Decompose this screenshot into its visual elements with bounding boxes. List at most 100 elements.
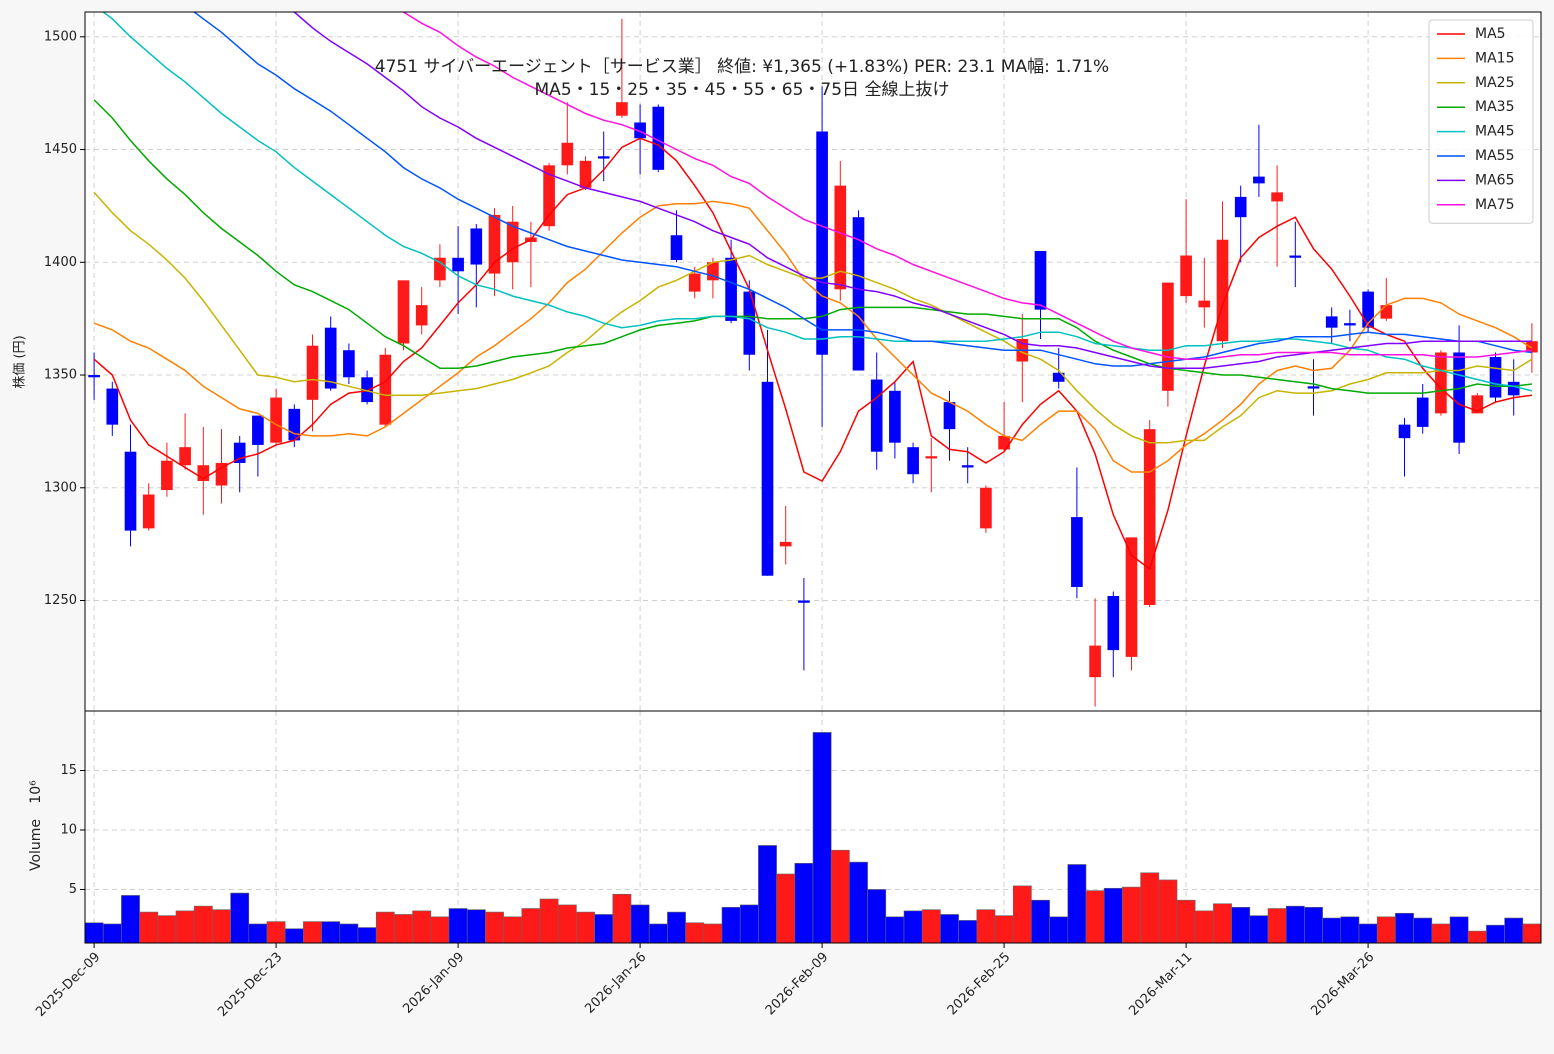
volume-bar — [576, 911, 595, 943]
volume-bar — [958, 920, 978, 943]
x-tick-label: 2025-Dec-09 — [33, 950, 103, 1020]
legend-label: MA65 — [1475, 172, 1514, 188]
volume-bar — [776, 873, 796, 943]
volume-bar — [1304, 907, 1323, 943]
volume-bar — [1085, 890, 1105, 943]
chart-subtitle: MA5・15・25・35・45・55・65・75日 全線上抜け — [535, 80, 950, 100]
candles — [88, 18, 1538, 707]
candle-body — [652, 106, 665, 170]
volume-bar — [466, 909, 486, 943]
volume-bar — [685, 922, 705, 943]
volume-bar — [485, 911, 504, 943]
volume-bar — [1012, 885, 1032, 943]
volume-bar — [521, 908, 541, 943]
candle-body — [1362, 291, 1374, 328]
volume-bar — [1031, 899, 1050, 943]
candle-body — [1507, 381, 1520, 396]
volume-bar — [339, 923, 359, 943]
volume-bar — [612, 893, 632, 943]
volume-bar — [849, 861, 868, 943]
candle-body — [215, 462, 228, 486]
ma-line — [192, 12, 1532, 367]
chart-title: 4751 サイバーエージェント［サービス業］ 終値: ¥1,365 (+1.83… — [375, 57, 1109, 77]
candle-body — [1180, 255, 1192, 297]
ma-line — [93, 200, 1533, 473]
candle-body — [798, 600, 810, 603]
candle-body — [907, 447, 919, 475]
volume-bar — [885, 916, 905, 943]
volume-bar — [867, 889, 887, 943]
candle-body — [1453, 352, 1465, 443]
candle-body — [725, 257, 737, 321]
candle-body — [233, 442, 246, 463]
candle-body — [379, 354, 392, 425]
volume-bar — [1486, 924, 1505, 943]
candle-body — [270, 397, 282, 443]
volume-bar — [448, 908, 468, 943]
candle-body — [1253, 176, 1265, 184]
volume-bar — [1249, 915, 1269, 943]
candle-body — [1471, 395, 1484, 414]
volume-bar — [921, 909, 941, 943]
candle-body — [688, 273, 701, 292]
candle-body — [1344, 323, 1356, 326]
candle-body — [343, 350, 355, 378]
volume-bar — [175, 910, 195, 943]
volume-bar — [758, 845, 777, 943]
x-tick-label: 2025-Dec-23 — [215, 950, 285, 1020]
candle-body — [1380, 305, 1393, 319]
volume-bar — [1049, 916, 1069, 943]
candle-body — [1198, 300, 1211, 308]
volume-bar — [721, 907, 741, 943]
volume-bar — [212, 909, 231, 943]
volume-bar — [503, 916, 523, 943]
ma-line — [93, 99, 1532, 394]
candle-body — [197, 465, 210, 482]
candle-body — [561, 142, 574, 166]
candle-body — [361, 377, 373, 403]
volume-bar — [1103, 887, 1123, 943]
candle-body — [597, 156, 610, 159]
candle-body — [179, 447, 191, 466]
candle-body — [779, 541, 792, 547]
volume-bar — [1213, 903, 1232, 943]
volume-bar — [940, 914, 959, 943]
candle-body — [870, 379, 883, 452]
candle-body — [834, 185, 847, 290]
candle-body — [670, 235, 683, 261]
candle-body — [889, 390, 901, 443]
ma-line — [93, 191, 1533, 444]
x-tick-label: 2026-Mar-26 — [1308, 950, 1377, 1019]
x-tick-label: 2026-Jan-26 — [582, 950, 649, 1017]
volume-bar — [739, 904, 759, 943]
candle-body — [925, 456, 938, 459]
volume-bar — [1504, 917, 1524, 943]
candle-body — [816, 131, 828, 355]
volume-bar — [539, 898, 559, 943]
volume-bar — [903, 910, 923, 943]
candle-body — [1143, 429, 1156, 606]
candle-body — [288, 408, 301, 441]
legend-label: MA15 — [1475, 50, 1514, 66]
candle-body — [961, 465, 974, 468]
candle-body — [1052, 372, 1065, 382]
candle-body — [980, 487, 992, 529]
volume-offset-label: 10⁶ — [28, 780, 44, 804]
y-tick-label: 15 — [60, 763, 77, 778]
volume-bar — [1413, 917, 1433, 943]
candle-body — [470, 228, 483, 265]
volume-bar — [1285, 905, 1305, 943]
candle-body — [1071, 517, 1083, 587]
volume-bar — [230, 892, 250, 943]
candle-body — [1234, 196, 1247, 218]
y-tick-label: 1500 — [44, 29, 77, 44]
candle-body — [88, 375, 100, 378]
y-tick-label: 10 — [60, 822, 77, 837]
volume-bar — [1067, 864, 1087, 943]
candle-body — [1271, 192, 1283, 202]
x-tick-label: 2026-Jan-09 — [400, 950, 467, 1017]
candle-body — [1125, 537, 1138, 657]
candle-body — [998, 435, 1010, 450]
volume-frame — [84, 710, 1542, 944]
